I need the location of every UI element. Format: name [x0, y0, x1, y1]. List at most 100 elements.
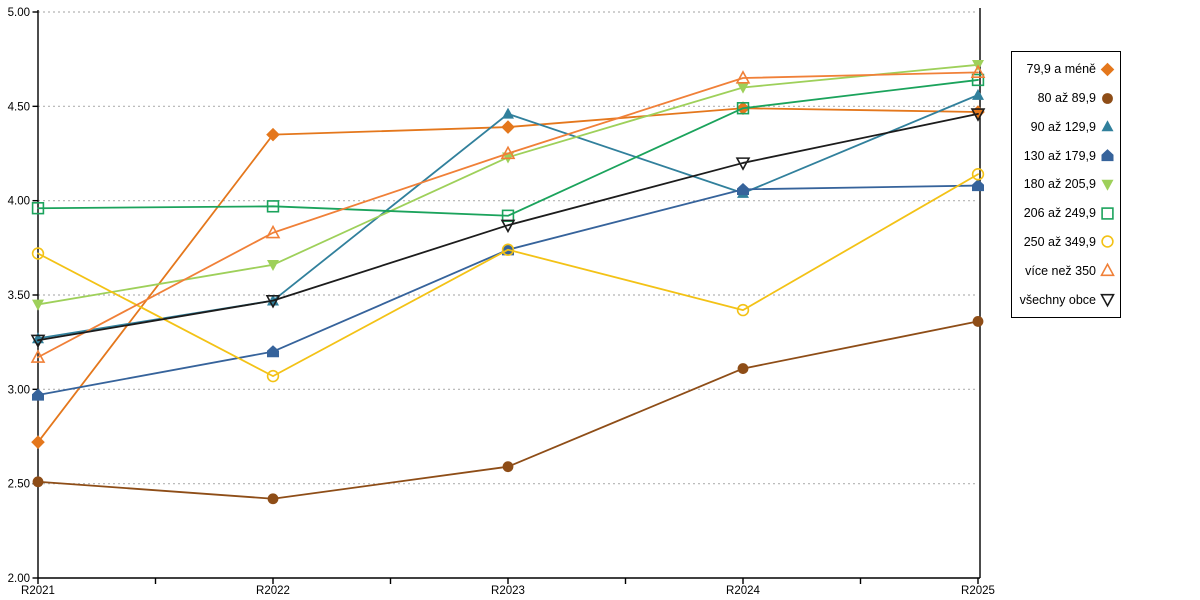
marker-circle: [736, 303, 750, 317]
legend-item-8: všechny obce: [1012, 286, 1120, 314]
x-tick-label: R2022: [256, 585, 290, 597]
marker-square: [736, 102, 750, 115]
marker-triangle-down: [267, 260, 279, 272]
series-line: [37, 112, 979, 342]
marker-square: [1101, 207, 1114, 220]
marker-triangle-down: [737, 82, 749, 94]
marker-square: [971, 73, 985, 87]
series-3: [32, 179, 984, 401]
marker-circle: [266, 369, 280, 383]
legend-item-label: 90 až 129,9: [1030, 119, 1096, 134]
legend-item-2: 90 až 129,9: [1012, 113, 1120, 141]
pentagon-icon: [1101, 149, 1114, 162]
diamond-icon: [1100, 62, 1115, 77]
triangle-down-open-icon: [1100, 293, 1115, 308]
series-line: [37, 71, 979, 359]
y-tick-label: 5.00: [8, 7, 30, 19]
marker-circle: [972, 316, 984, 327]
legend-item-5: 206 až 249,9: [1012, 199, 1120, 227]
series-line: [37, 320, 979, 500]
marker-diamond: [971, 105, 985, 119]
marker-circle: [1101, 235, 1114, 249]
marker-pentagon: [32, 388, 44, 401]
legend-item-label: 250 až 349,9: [1023, 234, 1096, 249]
marker-pentagon: [267, 345, 279, 358]
marker-triangle-up: [500, 145, 516, 160]
legend-item-label: všechny obce: [1019, 292, 1096, 307]
marker-square: [31, 202, 45, 215]
series-line: [37, 184, 979, 396]
y-tick-label: 3.50: [8, 290, 30, 302]
legend-item-label: 180 až 205,9: [1023, 177, 1096, 192]
marker-triangle-down: [30, 334, 46, 349]
legend: 79,9 a méně 80 až 89,9 90 až 129,9 130 až 1…: [1011, 51, 1121, 318]
marker-circle: [502, 461, 514, 473]
marker-circle: [1102, 92, 1113, 104]
marker-triangle-down: [32, 299, 44, 311]
marker-circle: [501, 243, 515, 256]
circle-open-icon: [1101, 235, 1114, 249]
x-tick-label: R2021: [21, 585, 55, 597]
marker-triangle-up: [1100, 262, 1115, 277]
series-6: [31, 168, 985, 383]
square-open-icon: [1101, 207, 1114, 220]
y-tick-label: 4.50: [8, 101, 30, 113]
marker-diamond: [31, 435, 45, 449]
series-0: [31, 101, 985, 449]
series-line: [37, 173, 979, 378]
legend-item-1: 80 až 89,9: [1012, 84, 1120, 112]
marker-square: [266, 200, 280, 213]
marker-triangle-up: [265, 224, 281, 239]
legend-item-label: 80 až 89,9: [1037, 91, 1096, 106]
marker-circle: [32, 476, 44, 488]
series-line: [37, 79, 979, 217]
x-tick-label: R2025: [961, 585, 995, 597]
triangle-up-open-icon: [1100, 262, 1115, 277]
y-tick-label: 4.00: [8, 196, 30, 208]
marker-triangle-up: [972, 88, 984, 100]
marker-pentagon: [972, 179, 984, 192]
x-tick-label: R2024: [726, 585, 760, 597]
legend-item-3: 130 až 179,9: [1012, 142, 1120, 170]
legend-item-4: 180 až 205,9: [1012, 170, 1120, 198]
marker-triangle-down: [970, 108, 986, 122]
marker-diamond: [501, 120, 515, 134]
marker-circle: [267, 493, 279, 505]
marker-triangle-down: [265, 295, 281, 309]
marker-pentagon: [1101, 149, 1114, 162]
marker-triangle-up: [1101, 120, 1114, 132]
series-4: [32, 60, 984, 311]
marker-triangle-up: [502, 107, 514, 119]
marker-triangle-down: [735, 157, 751, 171]
triangle-down-icon: [1101, 179, 1114, 191]
marker-diamond: [266, 127, 280, 142]
marker-triangle-down: [500, 219, 516, 234]
triangle-up-icon: [1101, 120, 1114, 132]
y-tick-label: 2.00: [8, 573, 30, 585]
marker-triangle-up: [30, 349, 46, 363]
legend-item-6: 250 až 349,9: [1012, 228, 1120, 256]
series-7: [30, 64, 986, 363]
circle-icon: [1102, 92, 1113, 104]
marker-circle: [737, 363, 749, 374]
y-tick-label: 2.50: [8, 479, 30, 491]
marker-triangle-down: [1101, 179, 1114, 191]
legend-item-label: 130 až 179,9: [1023, 148, 1096, 163]
y-tick-label: 3.00: [8, 384, 30, 396]
series-8: [30, 108, 986, 349]
marker-triangle-down: [1100, 293, 1115, 308]
axes: 2.00 2.50 3.00 3.50 4.00 4.50 5.00 R2021 R2022 R2…: [8, 7, 995, 597]
marker-diamond: [1100, 62, 1115, 77]
legend-item-0: 79,9 a méně: [1012, 55, 1120, 83]
marker-circle: [971, 168, 985, 181]
legend-item-7: více než 350: [1012, 257, 1120, 285]
series-1: [32, 316, 984, 505]
legend-item-label: 79,9 a méně: [1026, 62, 1097, 77]
legend-item-label: 206 až 249,9: [1023, 206, 1096, 221]
marker-triangle-up: [735, 70, 751, 84]
series-line: [37, 63, 979, 306]
legend-item-label: více než 350: [1025, 263, 1096, 278]
marker-pentagon: [737, 182, 749, 195]
